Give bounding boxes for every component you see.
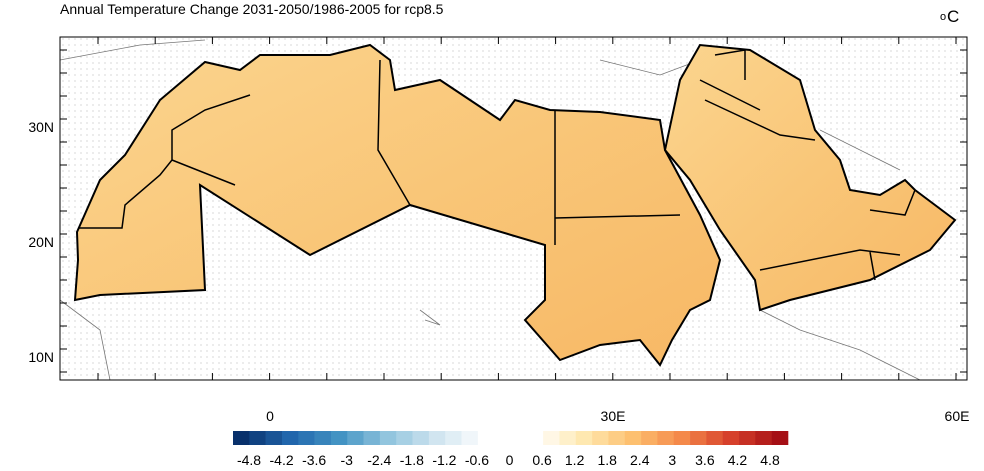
unit-degree: o (940, 11, 946, 23)
colorbar-label: -4.2 (270, 452, 294, 466)
colorbar-cell (624, 431, 642, 445)
lat-label: 10N (28, 349, 54, 365)
title: Annual Temperature Change 2031-2050/1986… (60, 1, 444, 17)
lat-label: 20N (28, 234, 54, 250)
colorbar-label: -2.4 (367, 452, 391, 466)
colorbar-label: 0 (506, 452, 514, 466)
colorbar-cell (526, 431, 544, 445)
colorbar-cell (575, 431, 593, 445)
colorbar-label: -0.6 (465, 452, 489, 466)
map-frame (59, 36, 968, 381)
colorbar-label: 3.6 (695, 452, 715, 466)
coastlines (59, 39, 921, 381)
colorbar-cell (363, 431, 381, 445)
colorbar-cell (428, 431, 446, 445)
lat-label: 30N (28, 119, 54, 135)
colorbar: -4.8 -4.2 -3.6 -3 -2.4 -1.8 -1.2 -0.6 0 0.6 1.2 1.8… (233, 431, 789, 468)
colorbar-cell (739, 431, 756, 445)
colorbar-cell (281, 431, 299, 445)
colorbar-cell (249, 431, 266, 445)
colorbar-label: 1.2 (565, 452, 585, 466)
colorbar-cell (510, 431, 528, 445)
colorbar-label: -1.2 (432, 452, 456, 466)
colorbar-label: -3 (340, 452, 353, 466)
axes: 30N 20N 10N 0 30E 60E (28, 37, 969, 424)
colorbar-label: 4.2 (728, 452, 748, 466)
colorbar-label: 4.8 (760, 452, 780, 466)
colorbar-cell (641, 431, 658, 445)
unit-letter: C (947, 7, 959, 26)
colorbar-cell (771, 431, 789, 445)
colorbar-cell (673, 431, 691, 445)
colorbar-cell (396, 431, 413, 445)
borders (78, 49, 916, 281)
colorbar-cell (445, 431, 462, 445)
colorbar-label: 3 (668, 452, 676, 466)
asia-region (663, 43, 957, 312)
colorbar-label: -1.8 (400, 452, 424, 466)
colorbar-cell (494, 431, 511, 445)
colorbar-cell (706, 431, 724, 445)
colorbar-label: -4.8 (237, 452, 261, 466)
lon-label: 0 (266, 408, 274, 424)
colorbar-cell (379, 431, 397, 445)
colorbar-cell (690, 431, 707, 445)
colorbar-cell (477, 431, 495, 445)
colorbar-label: -3.6 (302, 452, 326, 466)
colorbar-cell (298, 431, 315, 445)
colorbar-label: 0.6 (532, 452, 552, 466)
colorbar-cell (755, 431, 772, 445)
lon-label: 30E (601, 408, 626, 424)
colorbar-cell (314, 431, 332, 445)
colorbar-cell (543, 431, 560, 445)
colorbar-cell (233, 431, 250, 445)
colorbar-cell (608, 431, 626, 445)
lon-label: 60E (945, 408, 970, 424)
region (73, 43, 957, 367)
africa-region (73, 43, 722, 367)
colorbar-cell (657, 431, 675, 445)
colorbar-cell (347, 431, 364, 445)
colorbar-cell (722, 431, 740, 445)
colorbar-cell (592, 431, 609, 445)
colorbar-cell (330, 431, 348, 445)
colorbar-label: 1.8 (597, 452, 617, 466)
colorbar-cell (461, 431, 479, 445)
colorbar-cell (412, 431, 430, 445)
colorbar-label: 2.4 (630, 452, 650, 466)
colorbar-cell (265, 431, 283, 445)
colorbar-cell (559, 431, 577, 445)
